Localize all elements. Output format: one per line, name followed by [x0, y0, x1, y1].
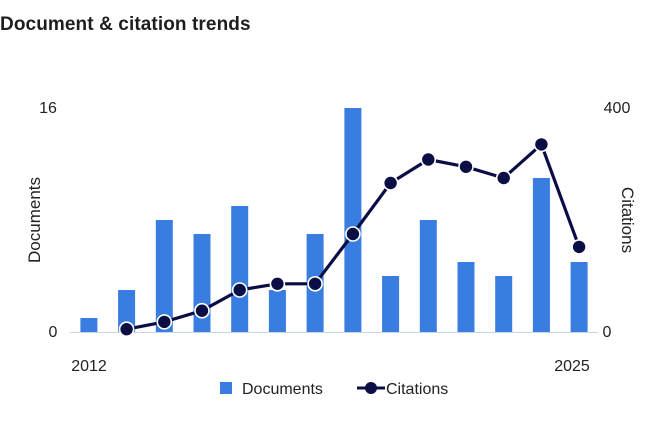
left-axis-label: Documents [25, 177, 44, 263]
citations-line-group [118, 136, 587, 338]
citations-point-2021[interactable] [420, 151, 437, 168]
documents-bar-2016[interactable] [231, 206, 249, 332]
documents-bar-2020[interactable] [382, 276, 400, 332]
documents-bar-2017[interactable] [268, 290, 286, 332]
citations-point-2025[interactable] [571, 239, 587, 255]
documents-bar-2019[interactable] [344, 108, 362, 332]
documents-bar-2024[interactable] [532, 178, 550, 332]
citations-point-2020[interactable] [382, 175, 399, 191]
legend[interactable]: Documents Citations [220, 381, 448, 398]
x-axis-tick-end: 2025 [554, 358, 590, 375]
citations-point-2019[interactable] [345, 226, 361, 242]
citations-point-2013[interactable] [118, 321, 135, 338]
legend-documents-swatch [220, 382, 232, 394]
citations-point-2023[interactable] [495, 170, 512, 186]
citations-point-2018[interactable] [307, 275, 323, 292]
right-axis-label: Citations [618, 187, 637, 253]
right-axis-tick-min: 0 [603, 324, 612, 341]
citations-point-2017[interactable] [269, 275, 286, 292]
right-axis-tick-max: 400 [604, 100, 631, 117]
bars-group [80, 108, 588, 332]
left-axis-tick-min: 0 [49, 324, 58, 341]
axes-group: 16 0 400 0 Documents Citations 2012 2025 [25, 100, 637, 375]
legend-documents-label[interactable]: Documents [242, 381, 323, 398]
documents-bar-2013[interactable] [118, 290, 136, 332]
legend-citations-marker [365, 382, 377, 394]
documents-bar-2012[interactable] [80, 318, 98, 332]
x-axis-tick-start: 2012 [71, 358, 107, 375]
documents-bar-2021[interactable] [419, 220, 437, 332]
citations-point-2015[interactable] [194, 302, 210, 319]
citations-point-2024[interactable] [533, 136, 550, 153]
citations-point-2014[interactable] [156, 314, 173, 330]
documents-bar-2014[interactable] [155, 220, 173, 332]
documents-bar-2025[interactable] [570, 262, 588, 332]
documents-bar-2022[interactable] [457, 262, 475, 332]
citations-point-2016[interactable] [231, 282, 248, 298]
citations-point-2022[interactable] [458, 159, 474, 175]
chart-title: Document & citation trends [0, 14, 251, 35]
documents-bar-2023[interactable] [495, 276, 513, 332]
left-axis-tick-max: 16 [39, 100, 57, 117]
legend-citations-label[interactable]: Citations [386, 381, 448, 398]
